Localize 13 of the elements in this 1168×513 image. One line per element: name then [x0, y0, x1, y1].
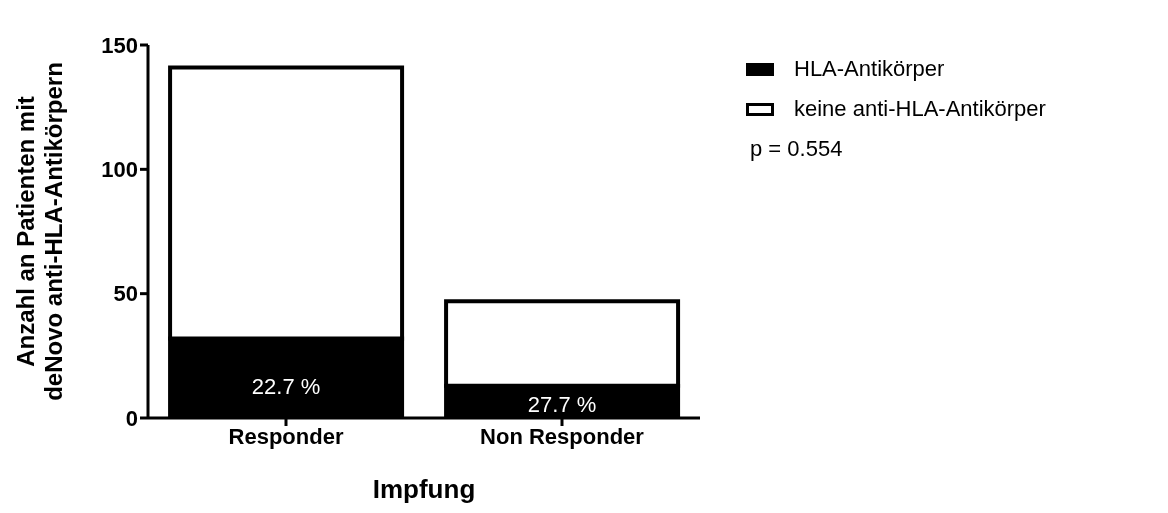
y-tick-label: 100	[101, 157, 138, 183]
annotation: 27.7 %	[527, 391, 597, 417]
x-axis-title: Impfung	[372, 474, 476, 504]
y-tick-label: 0	[125, 405, 138, 431]
y-tick-label: 50	[113, 281, 138, 307]
x-tick-label: Non Responder	[480, 423, 645, 449]
legend-label: HLA-Antikörper	[794, 56, 945, 82]
annotation: 22.7 %	[251, 373, 321, 399]
x-tick-label: Responder	[228, 423, 344, 449]
y-tick-label: 150	[101, 32, 138, 58]
legend-label: keine anti-HLA-Antikörper	[794, 96, 1046, 122]
text: p = 0.554	[750, 136, 844, 162]
y-axis-title: Anzahl an Patienten mit deNovo anti-HLA-Antikörpern	[12, 62, 67, 401]
